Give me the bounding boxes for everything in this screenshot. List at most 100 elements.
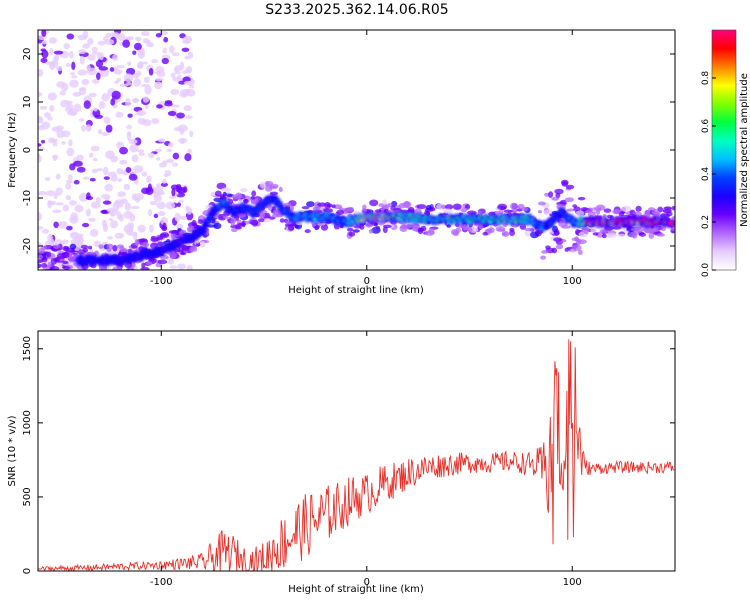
heatmap-speckle: [155, 156, 161, 161]
heatmap-speckle: [38, 116, 44, 124]
heatmap-cell: [237, 200, 243, 204]
heatmap-speckle: [157, 211, 166, 217]
x-tick-label: -100: [150, 577, 173, 588]
heatmap-speckle: [90, 201, 101, 209]
heatmap-speckle: [83, 100, 91, 109]
heatmap-cell: [540, 255, 546, 260]
heatmap-cell: [287, 225, 295, 231]
heatmap-cell: [587, 211, 597, 218]
heatmap-cell: [346, 227, 354, 232]
heatmap-speckle: [145, 42, 155, 48]
heatmap-cell: [590, 228, 597, 233]
heatmap-cell: [134, 239, 140, 246]
heatmap-cell: [230, 228, 238, 233]
snr-frame: [37, 330, 676, 572]
heatmap-cell: [80, 244, 89, 250]
heatmap-speckle: [147, 183, 152, 192]
heatmap-speckle: [40, 48, 47, 52]
heatmap-speckle: [66, 110, 77, 116]
heatmap-speckle: [97, 128, 103, 135]
heatmap-speckle: [78, 87, 87, 91]
heatmap-cell: [242, 198, 249, 203]
heatmap-speckle: [144, 85, 152, 95]
heatmap-cell: [146, 261, 153, 266]
heatmap-speckle: [162, 160, 168, 166]
heatmap-cell: [503, 209, 513, 213]
heatmap-speckle: [130, 205, 140, 210]
x-tick-label: -100: [150, 276, 173, 287]
heatmap-cell: [53, 244, 60, 249]
y-tick-label: 0: [22, 147, 33, 153]
heatmap-cell: [561, 225, 571, 229]
heatmap-speckle: [81, 125, 86, 132]
heatmap-speckle: [101, 93, 110, 102]
heatmap-speckle: [92, 157, 98, 162]
heatmap-speckle: [88, 92, 97, 98]
heatmap-cell: [631, 233, 638, 239]
heatmap-cell: [98, 244, 104, 249]
heatmap-speckle: [189, 130, 194, 138]
heatmap-cell: [258, 218, 265, 223]
colorbar-tick-label: 0.8: [701, 71, 711, 86]
heatmap-cell: [543, 209, 554, 215]
heatmap-speckle: [118, 33, 126, 42]
heatmap-speckle: [38, 212, 43, 221]
heatmap-cell: [157, 259, 168, 265]
heatmap-cell: [521, 206, 529, 212]
heatmap-speckle: [172, 162, 178, 167]
heatmap-speckle: [95, 60, 104, 68]
heatmap-cell: [168, 230, 179, 234]
heatmap-cell: [404, 224, 412, 229]
heatmap-cell: [46, 251, 52, 258]
heatmap-speckle: [109, 220, 119, 229]
heatmap-cell: [159, 233, 167, 238]
heatmap-cell: [402, 201, 412, 209]
heatmap-cell: [462, 223, 468, 231]
heatmap-speckle: [133, 165, 144, 173]
heatmap-speckle: [81, 78, 90, 86]
snr-series-line: [38, 339, 675, 571]
heatmap-speckle: [48, 238, 55, 247]
heatmap-speckle: [126, 67, 136, 76]
heatmap-speckle: [59, 90, 66, 96]
heatmap-speckle: [78, 49, 87, 55]
heatmap-speckle: [112, 202, 120, 212]
heatmap-speckle: [109, 67, 115, 72]
heatmap-speckle: [79, 117, 85, 122]
ridge-core: [668, 220, 674, 226]
heatmap-cell: [509, 202, 518, 210]
heatmap-speckle: [166, 148, 172, 153]
heatmap-cell: [592, 232, 599, 236]
heatmap-cell: [413, 223, 421, 229]
heatmap-speckle: [53, 221, 59, 229]
heatmap-speckle: [156, 201, 166, 210]
heatmap-cell: [71, 270, 80, 273]
heatmap-cell: [443, 208, 453, 214]
heatmap-cell: [338, 207, 343, 211]
heatmap-cell: [41, 245, 47, 251]
heatmap-speckle: [128, 138, 138, 145]
heatmap-speckle: [123, 73, 134, 83]
heatmap-speckle: [110, 98, 116, 106]
heatmap-cell: [317, 202, 327, 207]
heatmap-cell: [112, 266, 123, 270]
heatmap-speckle: [49, 104, 55, 112]
heatmap-speckle: [108, 217, 113, 222]
heatmap-speckle: [40, 139, 46, 144]
heatmap-speckle: [66, 33, 75, 40]
heatmap-cell: [230, 217, 237, 224]
heatmap-speckle: [142, 96, 150, 103]
heatmap-speckle: [134, 111, 143, 116]
heatmap-cell: [552, 225, 558, 233]
heatmap-speckle: [82, 222, 90, 228]
heatmap-cell: [306, 201, 315, 208]
heatmap-cell: [378, 203, 384, 207]
heatmap-speckle: [120, 198, 128, 204]
heatmap-cell: [42, 266, 48, 270]
heatmap-speckle: [38, 92, 43, 97]
heatmap-speckle: [38, 69, 44, 77]
heatmap-cell: [108, 272, 117, 278]
heatmap-speckle: [85, 208, 91, 217]
heatmap-cell: [38, 254, 43, 260]
heatmap-cell: [141, 241, 150, 248]
